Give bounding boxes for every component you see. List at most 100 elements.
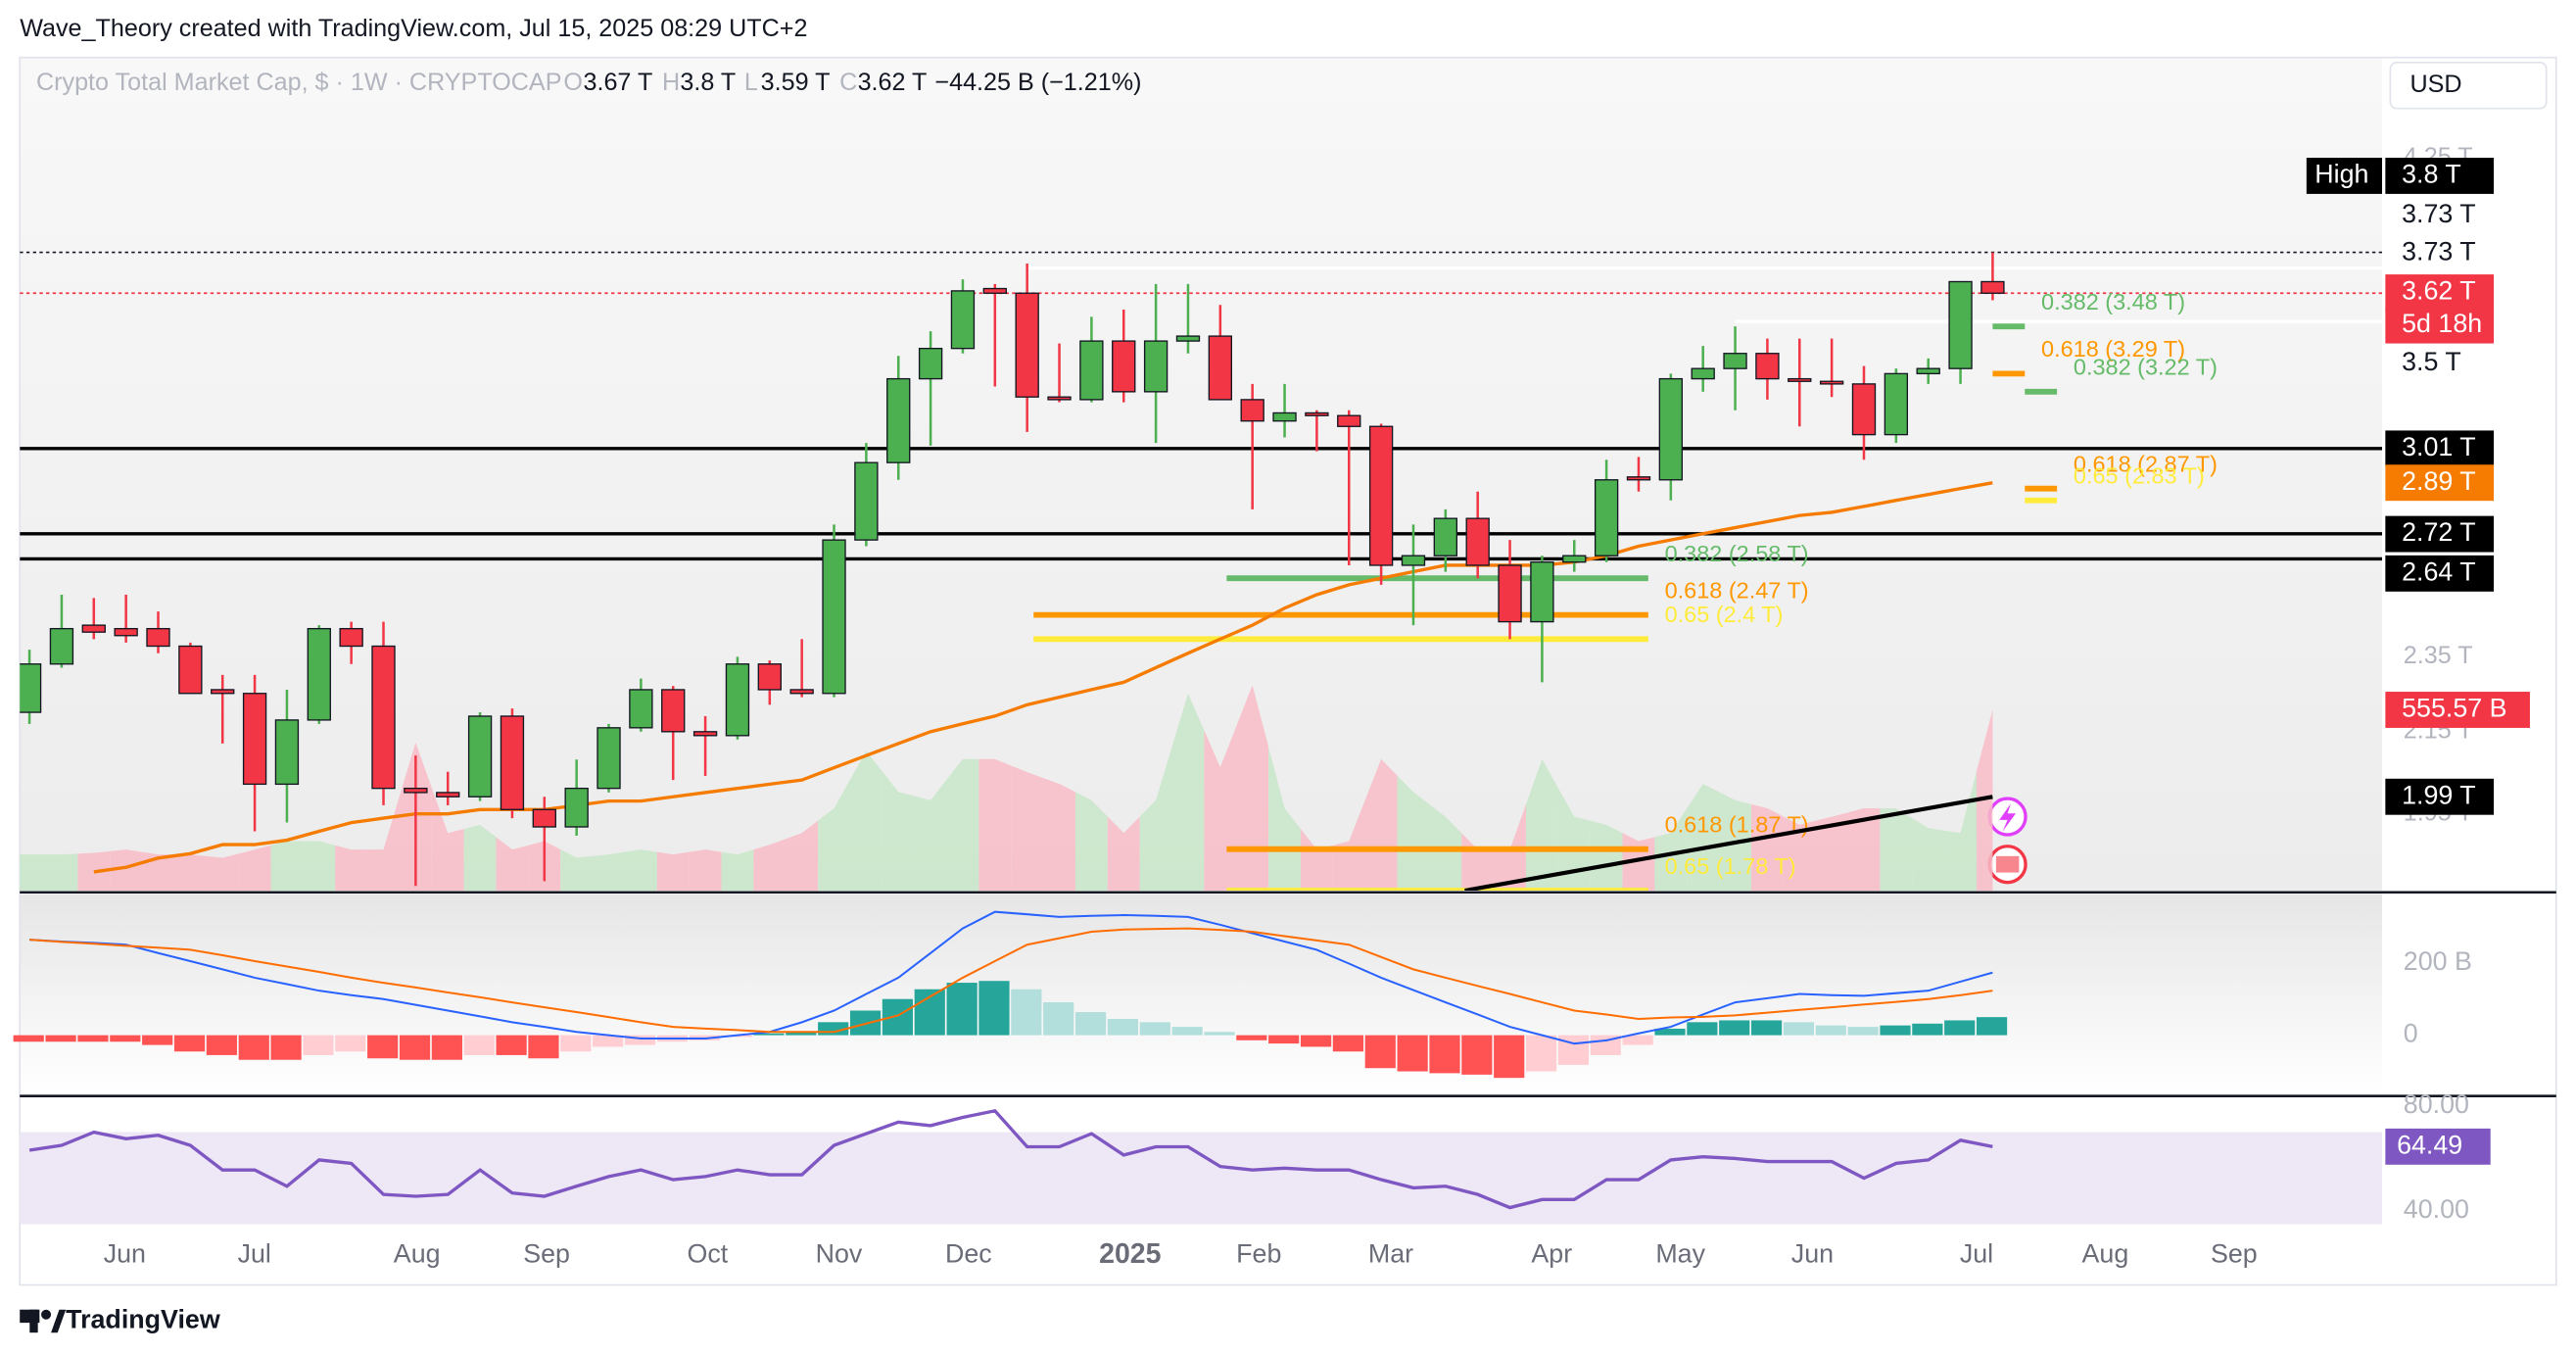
legend-change: −44.25 B (−1.21%) [934,69,1141,96]
price-badge-bg [2385,345,2495,382]
volume-area [624,849,657,892]
price-badge: 3.8 T [2402,160,2461,189]
trendline-badge: 1.99 T [2402,780,2476,809]
candle-body [114,627,138,637]
volume-area [1236,685,1269,892]
macd-histogram-bar [1912,1023,1943,1036]
brand: TradingView [66,1305,220,1334]
x-tick-label: Dec [945,1238,992,1268]
volume-area [463,824,497,892]
macd-histogram-bar [238,1035,269,1060]
candle-body [596,727,621,790]
volume-area [1043,778,1075,892]
candle-body [1819,380,1844,385]
rsi-tick-label: 80.00 [2404,1089,2469,1119]
price-badge-bg [2385,555,2495,592]
volume-area [1300,829,1333,892]
price-badge-bg [2385,430,2495,467]
price-badge: 2.72 T [2402,517,2476,547]
candle-body [886,377,911,463]
macd-histogram-bar [1332,1035,1364,1052]
macd-histogram-bar [1944,1020,1976,1036]
candle-body [1433,517,1458,556]
legend-key: L [744,69,758,96]
macd-histogram-bar [978,981,1010,1036]
macd-histogram-bar [1687,1022,1718,1036]
macd-histogram-bar [463,1035,495,1055]
rsi-band [20,1132,2383,1225]
macd-histogram-bar [1815,1025,1846,1036]
price-badge: 3.62 T [2402,276,2476,306]
volume-area [946,758,979,892]
x-tick-label: Feb [1236,1238,1281,1268]
macd-histogram-bar [1107,1018,1139,1036]
volume-area [1750,803,1784,892]
volume-area [1011,765,1044,892]
volume-area [1397,775,1430,892]
candle-body [1465,517,1490,566]
candle-body [1980,280,2005,294]
candle-body [20,663,42,713]
volume-area [496,837,529,892]
candle-body [1368,425,1394,566]
macd-histogram-bar [335,1035,366,1052]
fib-label: 0.382 (3.22 T) [2074,355,2218,380]
candle-body [822,539,846,695]
price-badge-bg [2385,307,2495,344]
volume-area [1074,792,1108,892]
volume-area [45,853,78,892]
candle-body [629,689,653,729]
volume-area [1590,820,1623,892]
macd-histogram-bar [1654,1028,1686,1036]
candle-body [1047,396,1072,401]
volume-area [1815,812,1848,892]
volume-area [849,750,883,892]
macd-histogram-bar [1976,1017,2008,1036]
candle-body [1272,411,1297,422]
countdown: 5d 18h [2402,309,2482,338]
candle-body [1112,340,1136,393]
legend-key: O [563,69,583,96]
legend-key: C [839,69,857,96]
candle-body [918,347,943,380]
tag: High [2314,160,2368,189]
signal-line [29,927,1993,1034]
fib-label: 0.618 (2.47 T) [1665,577,1809,603]
candle-body [1884,372,1909,436]
macd-histogram-bar [45,1035,76,1042]
rsi-badge-bg [2385,1128,2491,1165]
candle-body [307,627,331,721]
volume-area [1107,816,1140,892]
macd-histogram-bar [206,1035,237,1055]
candle-body [757,663,782,691]
candle-body [146,627,170,648]
candle-body [274,719,300,786]
macd-histogram-bar [1204,1032,1235,1036]
volume-area [303,841,336,892]
currency[interactable]: USD [2410,71,2462,98]
candle-body [1755,353,1780,380]
macd-tick-label: 200 B [2404,946,2472,976]
legend-value: 3.62 T [858,69,928,96]
candle-body [1626,476,1651,481]
candle-body [1498,564,1522,623]
volume-area [1139,747,1172,892]
macd-histogram-bar [173,1035,206,1052]
candle-body [1691,367,1715,380]
volume-area [1687,784,1720,892]
candle-body [1530,561,1554,623]
currency-button[interactable] [2389,61,2548,110]
macd-histogram-bar [431,1035,462,1060]
x-tick-label: Sep [523,1238,570,1268]
macd-histogram-bar [946,983,978,1036]
volume-area [1880,807,1913,892]
price-badge-bg [2385,515,2495,553]
moving-average [93,481,1993,874]
symbol: Crypto Total Market Cap, $ · 1W · CRYPTO… [36,69,562,96]
macd-histogram-bar [1236,1035,1267,1040]
macd-histogram-bar [270,1035,302,1060]
volume-area [1654,808,1688,892]
fib-label: 0.65 (2.83 T) [2074,462,2205,488]
volume-area [914,779,947,892]
candle-body [1208,335,1232,401]
